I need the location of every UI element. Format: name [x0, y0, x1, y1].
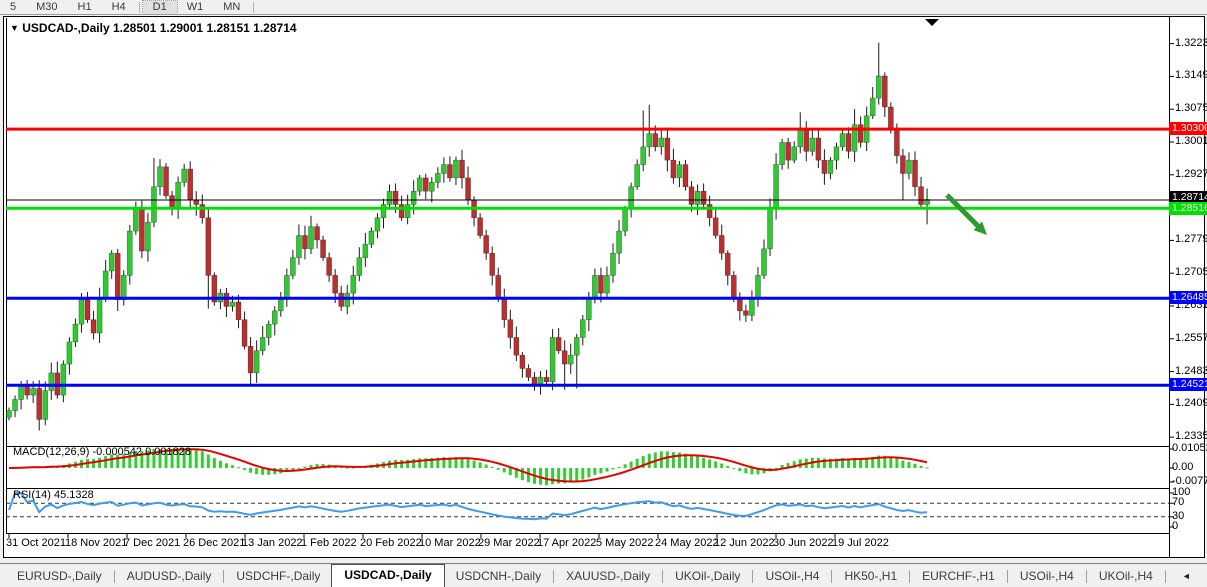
tab-separator [1085, 569, 1087, 583]
chart-tab-usdcnh-daily[interactable]: USDCNH-,Daily [455, 569, 542, 583]
candlestick-series [6, 42, 930, 431]
price-axis-label: 1.24090 [1175, 397, 1207, 409]
rsi-axis-label: 30 [1172, 510, 1185, 522]
chart-tab-usdcad-daily[interactable]: USDCAD-,Daily [331, 563, 445, 587]
ohlc-close: 1.28714 [253, 21, 297, 35]
macd-axis-label: -0.00774 [1172, 475, 1207, 487]
toolbar-separator [253, 1, 255, 13]
symbol-tab-bar: EURUSD-,Daily AUDUSD-,Daily USDCHF-,Daily U… [0, 563, 1207, 587]
tab-separator [909, 569, 911, 583]
symbol-tabs: EURUSD-,Daily AUDUSD-,Daily USDCHF-,Daily U… [6, 563, 1164, 587]
chart-shift-marker-icon [925, 19, 939, 26]
support-price-badge: 1.24521 [1169, 378, 1207, 391]
price-axis-label: 1.30010 [1175, 135, 1207, 147]
toolbar-separator [138, 1, 140, 13]
chart-tab-eurchf-h1[interactable]: EURCHF-,H1 [922, 569, 995, 583]
date-axis-label: 19 Jul 2022 [832, 537, 889, 549]
date-axis-label: 31 Oct 2021 [6, 537, 66, 549]
resistance-price-badge: 1.30300 [1169, 122, 1207, 135]
pane-borders [6, 17, 1170, 557]
date-axis-label: 7 Dec 2021 [124, 537, 181, 549]
rsi-axis-label: 0 [1172, 520, 1179, 532]
macd-signal-line [8, 448, 928, 483]
price-axis-label: 1.27790 [1175, 233, 1207, 245]
chart-tab-audusd-daily[interactable]: AUDUSD-,Daily [126, 569, 212, 583]
timeframe-button-d1[interactable]: D1 [141, 0, 178, 15]
chart-title: ▼ USDCAD-,Daily 1.28501 1.29001 1.28151 … [10, 21, 297, 35]
macd-axis-label: 0.01052 [1172, 442, 1207, 454]
rsi-indicator-label: RSI(14) 45.1328 [13, 489, 94, 501]
timeframe-button-m30[interactable]: M30 [36, 0, 58, 13]
price-axis-label: 1.30750 [1175, 102, 1207, 114]
price-axis-label: 1.29270 [1175, 168, 1207, 180]
axis-ticks [8, 43, 1174, 538]
date-axis-label: 26 Dec 2021 [183, 537, 246, 549]
support-resistance-lines [6, 127, 1169, 387]
tab-separator [1006, 569, 1008, 583]
last-price-badge: 1.28714 [1169, 191, 1207, 204]
timeframe-button-h1[interactable]: H1 [77, 0, 92, 13]
date-axis-label: 12 Jun 2022 [714, 537, 775, 549]
date-axis-label: 29 Mar 2022 [478, 537, 540, 549]
tab-separator [831, 569, 833, 583]
tab-separator [223, 569, 225, 583]
rsi-axis-label: 70 [1172, 496, 1185, 508]
tab-separator [662, 569, 664, 583]
timeframe-button-5[interactable]: 5 [10, 0, 17, 13]
chart-symbol-period: USDCAD-,Daily [22, 21, 110, 35]
timeframe-toolbar: 5 M30 H1 H4 D1 W1 MN [0, 0, 1207, 15]
rsi-axis-label: 100 [1172, 486, 1191, 498]
price-axis-label: 1.31490 [1175, 69, 1207, 81]
ohlc-low: 1.28151 [206, 21, 250, 35]
price-axis-label: 1.27050 [1175, 266, 1207, 278]
price-axis-label: 1.25570 [1175, 332, 1207, 344]
support-price-badge: 1.26485 [1169, 291, 1207, 304]
date-axis-label: 1 Feb 2022 [301, 537, 357, 549]
chart-tab-usdchf-daily[interactable]: USDCHF-,Daily [236, 569, 321, 583]
rsi-line [8, 492, 928, 521]
tab-nav: ◄ ► [1164, 569, 1207, 583]
chart-window [3, 16, 1205, 558]
ohlc-open: 1.28501 [112, 21, 157, 35]
timeframe-button-h4[interactable]: H4 [111, 0, 126, 13]
macd-axis-label: 0.00 [1172, 461, 1194, 473]
chart-canvas[interactable] [4, 17, 1204, 557]
chart-tab-xauusd-daily[interactable]: XAUUSD-,Daily [566, 569, 651, 583]
tab-separator [752, 569, 754, 583]
chart-tab-eurusd-daily[interactable]: EURUSD-,Daily [17, 569, 102, 583]
tab-separator [553, 569, 555, 583]
date-axis-label: 24 May 2022 [655, 537, 719, 549]
macd-indicator-label: MACD(12,26,9) -0.000542 0.001828 [13, 446, 191, 458]
tab-separator [113, 569, 115, 583]
date-axis-label: 17 Apr 2022 [537, 537, 597, 549]
chart-tab-usoil-h4[interactable]: USOil-,H4 [1019, 569, 1074, 583]
chart-tab-hk50-h1[interactable]: HK50-,H1 [844, 569, 898, 583]
tabs-scroll-left-icon[interactable]: ◄ [1181, 571, 1191, 581]
sell-arrow-annotation [945, 193, 987, 235]
date-axis-label: 30 Jun 2022 [773, 537, 834, 549]
date-axis-label: 5 May 2022 [596, 537, 654, 549]
chart-tab-ukoil-daily[interactable]: UKOil-,Daily [675, 569, 741, 583]
date-axis-label: 10 Mar 2022 [419, 537, 481, 549]
chart-tab-usoil-h4[interactable]: USOil-,H4 [765, 569, 820, 583]
date-axis-label: 20 Feb 2022 [360, 537, 422, 549]
timeframe-button-w1[interactable]: W1 [186, 0, 204, 13]
ohlc-high: 1.29001 [159, 21, 204, 35]
date-axis-label: 13 Jan 2022 [242, 537, 303, 549]
price-axis-label: 1.32230 [1175, 37, 1207, 49]
symbol-dropdown-icon[interactable]: ▼ [10, 23, 19, 33]
date-axis-label: 18 Nov 2021 [65, 537, 128, 549]
price-axis-label: 1.24830 [1175, 365, 1207, 377]
timeframe-button-mn[interactable]: MN [223, 0, 241, 13]
chart-tab-ukoil-h4[interactable]: UKOil-,H4 [1098, 569, 1153, 583]
green-level-price-badge: 1.28516 [1169, 202, 1207, 215]
